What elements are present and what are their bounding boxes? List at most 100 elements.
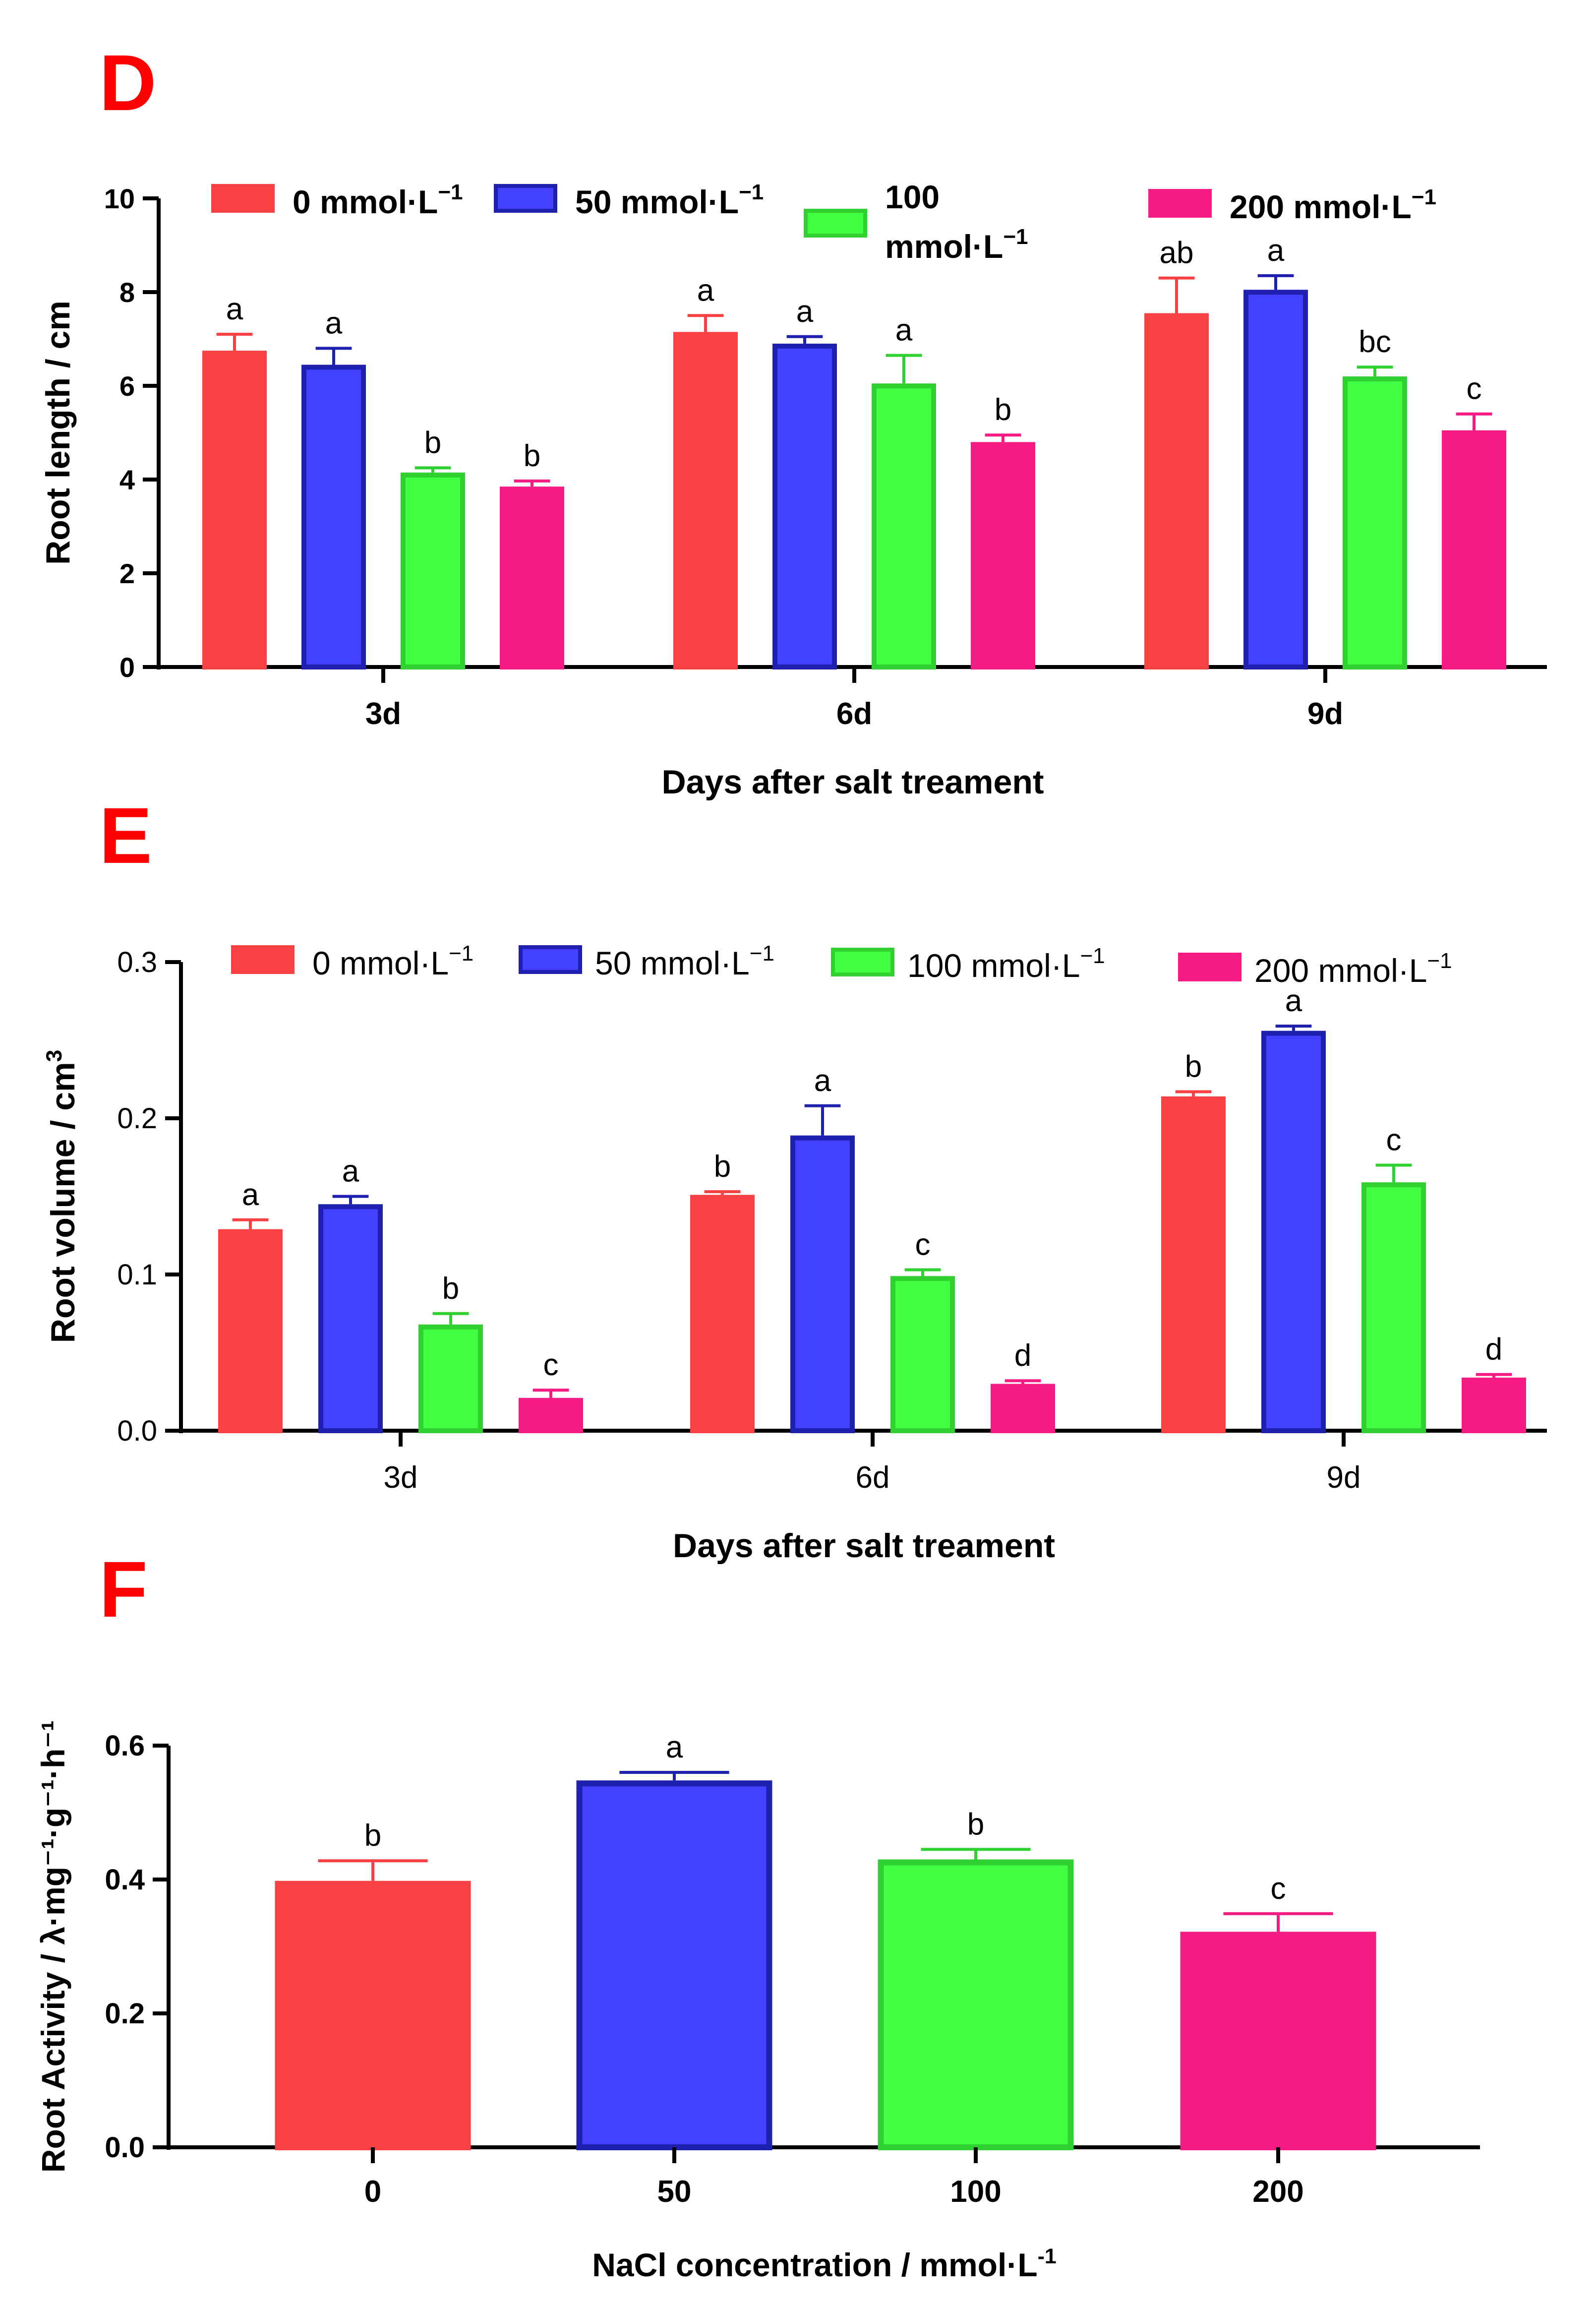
chart-e: 0.0 0.1 0.2 0.3 Root volume / cm3 Days after …	[42, 946, 1547, 1565]
legend-label: 0 mmol·L−1	[312, 941, 473, 981]
legend-label: 200 mmol·L−1	[1230, 185, 1436, 225]
y-tick-label: 0.4	[105, 1864, 145, 1896]
significance-letter: c	[1467, 372, 1482, 406]
bar-g1-s0	[690, 1195, 755, 1434]
legend-label: 50 mmol·L−1	[575, 180, 764, 220]
x-tick-label: 100	[950, 2175, 1001, 2209]
legend-swatch	[211, 184, 275, 213]
x-tick-label: 6d	[856, 1460, 890, 1495]
bar-g2-s1	[1261, 1031, 1326, 1434]
legend-label: 100 mmol·L−1	[907, 944, 1105, 984]
bar-g2-s3	[1462, 1377, 1526, 1433]
significance-letter: b	[424, 425, 441, 460]
legend-swatch	[1148, 189, 1212, 218]
significance-letter: a	[895, 313, 913, 348]
bar-g0-s0	[202, 351, 267, 669]
panel-letter-d: D	[99, 38, 157, 127]
significance-letter: a	[697, 273, 714, 307]
legend-label: 100	[885, 179, 940, 215]
bar-g1-s1	[772, 343, 837, 669]
panel-d: D 0 2 4 6 8 10 Root length / cm Days after salt…	[39, 38, 1547, 801]
x-tick-label: 50	[657, 2175, 692, 2209]
x-axis-label: Days after salt treament	[673, 1527, 1055, 1565]
legend-label-sup: −1	[739, 180, 764, 204]
legend-e: 0 mmol·L−1 50 mmol·L−1 100 mmol·L−1 200 mmo…	[231, 941, 1452, 989]
x-tick-label: 3d	[384, 1460, 418, 1495]
significance-letter: b	[524, 439, 540, 473]
bar-g0-s2	[401, 472, 465, 669]
bar-g2-s1	[1243, 290, 1308, 669]
x-tick-label: 200	[1252, 2175, 1303, 2209]
bar-g1-s3	[991, 1384, 1055, 1433]
y-tick-label: 0.0	[105, 2131, 145, 2164]
bar-g1-s3	[971, 442, 1035, 670]
legend-swatch	[804, 209, 867, 238]
y-axis-label: Root volume / cm3	[42, 1050, 82, 1343]
legend-label-sup: −1	[1003, 225, 1028, 249]
bar-g1-s0	[673, 332, 738, 669]
bar-cat-50	[576, 1780, 772, 2150]
chart-d: 0 2 4 6 8 10 Root length / cm Days after salt t…	[39, 183, 1547, 801]
significance-letter: a	[242, 1178, 259, 1212]
bar-g1-s1	[790, 1135, 855, 1433]
significance-letter: b	[364, 1819, 381, 1853]
x-tick-label: 3d	[365, 697, 401, 731]
y-tick-label: 6	[119, 370, 135, 402]
panel-e: E 0.0 0.1 0.2 0.3 Root volume / cm3 Days afte…	[42, 791, 1547, 1565]
x-tick-label: 9d	[1327, 1460, 1361, 1495]
legend-swatch	[831, 948, 894, 976]
significance-letter: bc	[1359, 325, 1391, 359]
legend-label-sup: −1	[1412, 185, 1436, 209]
y-tick-label: 0.3	[117, 946, 157, 978]
y-tick-label: 0	[119, 652, 135, 683]
significance-letter: b	[714, 1150, 731, 1184]
legend-swatch	[1178, 953, 1241, 981]
significance-letter: a	[342, 1154, 359, 1189]
significance-letter: a	[796, 295, 814, 329]
bar-g1-s2	[872, 383, 936, 669]
x-axis-label: NaCl concentration / mmol·L-1	[592, 2244, 1057, 2283]
legend-label-sup: −1	[438, 180, 463, 204]
panel-letter-f: F	[99, 1545, 148, 1634]
bar-g0-s2	[418, 1324, 483, 1434]
legend-swatch	[494, 184, 557, 213]
bar-g2-s0	[1161, 1096, 1226, 1433]
x-tick-label: 9d	[1307, 697, 1343, 731]
significance-letter: d	[1014, 1338, 1031, 1373]
significance-letter: a	[666, 1730, 683, 1764]
bar-g1-s2	[890, 1276, 955, 1433]
legend-label-sup: −1	[449, 941, 473, 966]
y-tick-label: 2	[119, 558, 135, 589]
y-tick-label: 0.0	[117, 1415, 157, 1447]
significance-letter: a	[814, 1064, 831, 1098]
significance-letter: a	[325, 306, 343, 340]
legend-label-sup: −1	[1427, 949, 1452, 973]
bar-g0-s3	[500, 486, 564, 669]
bar-cat-200	[1180, 1932, 1376, 2151]
legend-label: 200 mmol·L−1	[1254, 949, 1452, 989]
y-tick-label: 0.2	[117, 1102, 157, 1135]
legend-d: 0 mmol·L−1 50 mmol·L−1 100 mmol·L−1 200 mmol…	[211, 179, 1436, 265]
y-tick-label: 4	[119, 464, 135, 495]
y-tick-label: 0.1	[117, 1259, 157, 1291]
significance-letter: a	[226, 292, 243, 326]
bar-cat-0	[275, 1880, 471, 2150]
panel-f: F 0.0 0.2 0.4 0.6 Root Activity / λ·mg⁻¹·g⁻¹…	[35, 1545, 1480, 2283]
panel-letter-e: E	[99, 791, 152, 880]
y-tick-label: 8	[119, 277, 135, 308]
x-axis-label-sup: -1	[1038, 2244, 1057, 2268]
significance-letter: c	[915, 1228, 931, 1262]
significance-letter: b	[442, 1272, 459, 1306]
y-axis-label: Root Activity / λ·mg⁻¹·g⁻¹·h⁻¹	[35, 1720, 71, 2173]
bar-cat-100	[878, 1859, 1074, 2150]
legend-label: 0 mmol·L−1	[293, 180, 463, 220]
y-tick-label: 0.6	[105, 1730, 145, 1762]
bar-g2-s2	[1343, 376, 1407, 669]
legend-swatch	[231, 945, 295, 974]
bar-g0-s3	[519, 1397, 583, 1434]
significance-letter: b	[967, 1807, 984, 1841]
significance-letter: a	[1267, 234, 1285, 268]
significance-letter: c	[1271, 1872, 1286, 1906]
x-tick-label: 0	[364, 2175, 381, 2209]
